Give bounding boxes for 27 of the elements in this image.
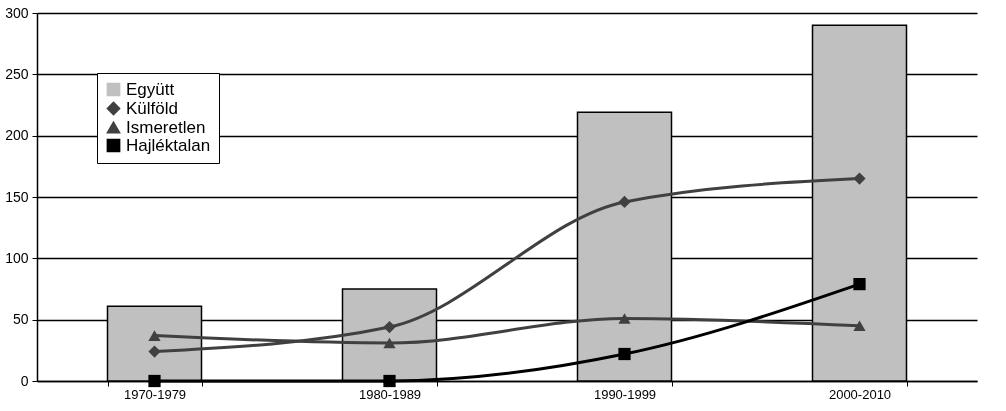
point: [148, 330, 161, 341]
point: [383, 320, 396, 334]
point: [383, 337, 396, 349]
point: [383, 374, 396, 388]
legend-label: Hajléktalan: [126, 135, 211, 155]
point: [853, 172, 866, 185]
point: [148, 345, 161, 358]
y-tick-label: 300: [5, 4, 29, 21]
y-tick-label: 50: [12, 311, 29, 328]
legend-label: Együtt: [126, 79, 175, 99]
y-tick-label: 200: [5, 127, 29, 144]
x-tick-label: 1990-1999: [593, 386, 657, 402]
legend-label: Ismeretlen: [126, 117, 206, 137]
point: [618, 347, 631, 361]
x-tick-label: 1970-1979: [123, 386, 187, 402]
point: [148, 374, 161, 388]
point: [618, 195, 631, 209]
legend-label: Külföld: [126, 98, 178, 118]
x-tick-label: 1980-1989: [358, 386, 422, 402]
y-tick-label: 250: [5, 65, 29, 82]
point: [853, 277, 866, 291]
y-tick-label: 100: [5, 249, 29, 266]
x-tick-label: 2000-2010: [828, 386, 892, 402]
y-tick-label: 0: [20, 372, 29, 389]
point: [853, 320, 866, 332]
y-tick-label: 150: [5, 188, 29, 205]
point: [618, 313, 631, 324]
